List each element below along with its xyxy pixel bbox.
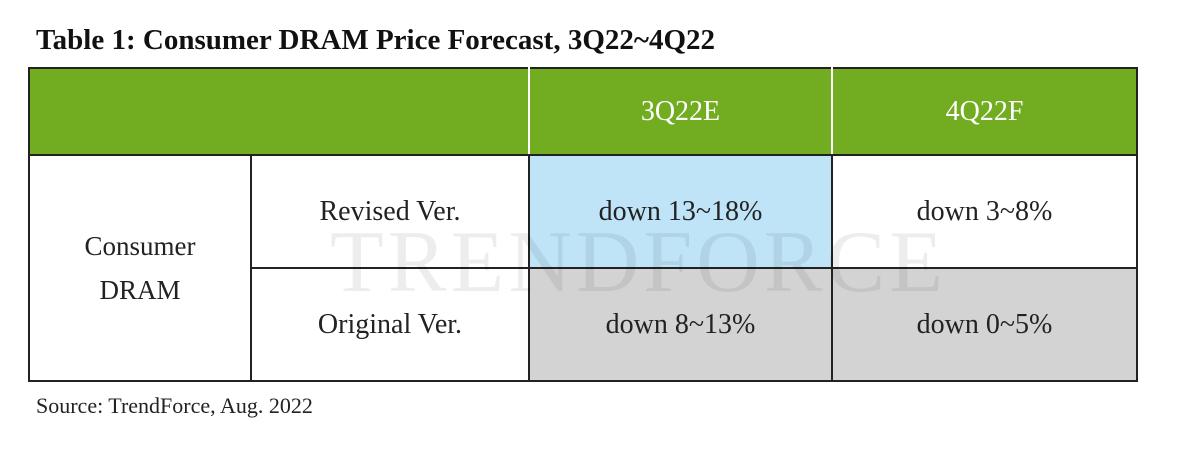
forecast-table: 3Q22E 4Q22F Consumer DRAM Revised Ver. d… <box>28 67 1138 382</box>
table-row: Consumer DRAM Revised Ver. down 13~18% d… <box>28 154 1138 382</box>
header-row: 3Q22E 4Q22F <box>28 67 1138 156</box>
table-title: Table 1: Consumer DRAM Price Forecast, 3… <box>36 24 716 56</box>
row-label: Revised Ver. <box>250 154 530 269</box>
header-cell: 4Q22F <box>831 67 1138 156</box>
table-cell: down 8~13% <box>528 267 833 382</box>
header-cell: 3Q22E <box>528 67 833 156</box>
table-cell: down 3~8% <box>831 154 1138 269</box>
row-group-text: Consumer DRAM <box>84 231 196 305</box>
source-note: Source: TrendForce, Aug. 2022 <box>36 393 313 418</box>
table-row: Original Ver. down 8~13% down 0~5% <box>29 267 1138 382</box>
table-cell: down 0~5% <box>831 267 1138 382</box>
header-blank <box>28 67 530 156</box>
row-group-label: Consumer DRAM <box>28 154 252 382</box>
table-cell: down 13~18% <box>528 154 833 269</box>
row-label: Original Ver. <box>250 267 530 382</box>
